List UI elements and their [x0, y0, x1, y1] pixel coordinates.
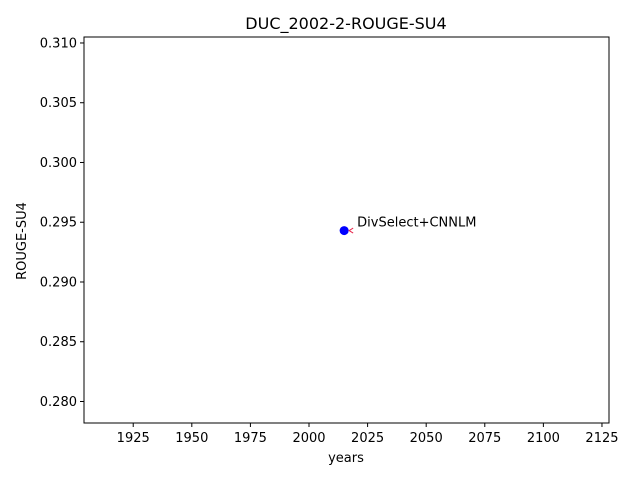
- x-tick-label: 1925: [117, 431, 150, 446]
- x-tick-label: 1950: [175, 431, 208, 446]
- marks-layer: DivSelect+CNNLM: [339, 216, 476, 236]
- y-tick-label: 0.300: [40, 156, 77, 171]
- point-annotation-label: DivSelect+CNNLM: [357, 216, 476, 231]
- x-tick-label: 2000: [292, 431, 325, 446]
- x-tick-label: 2025: [351, 431, 384, 446]
- plot-area-frame: [83, 36, 610, 424]
- x-tick-label: 2100: [527, 431, 560, 446]
- x-tick-label: 2050: [410, 431, 443, 446]
- y-tick-label: 0.310: [40, 36, 77, 51]
- annotation-arrow: [348, 227, 354, 234]
- ticks-layer: 1925 1950 1975 2000 2025 2050 2075 2100 2125 0.28…: [40, 36, 619, 446]
- y-tick-label: 0.295: [40, 216, 77, 231]
- y-tick-label: 0.305: [40, 96, 77, 111]
- x-tick-label: 2075: [468, 431, 501, 446]
- x-tick-label: 1975: [234, 431, 267, 446]
- x-tick-label: 2125: [585, 431, 618, 446]
- y-tick-label: 0.285: [40, 335, 77, 350]
- y-tick-label: 0.290: [40, 275, 77, 290]
- y-axis-label: ROUGE-SU4: [15, 202, 30, 280]
- x-axis-label: years: [328, 451, 364, 466]
- y-tick-label: 0.280: [40, 395, 77, 410]
- chart-title: DUC_2002-2-ROUGE-SU4: [245, 14, 446, 34]
- data-point: [339, 226, 349, 236]
